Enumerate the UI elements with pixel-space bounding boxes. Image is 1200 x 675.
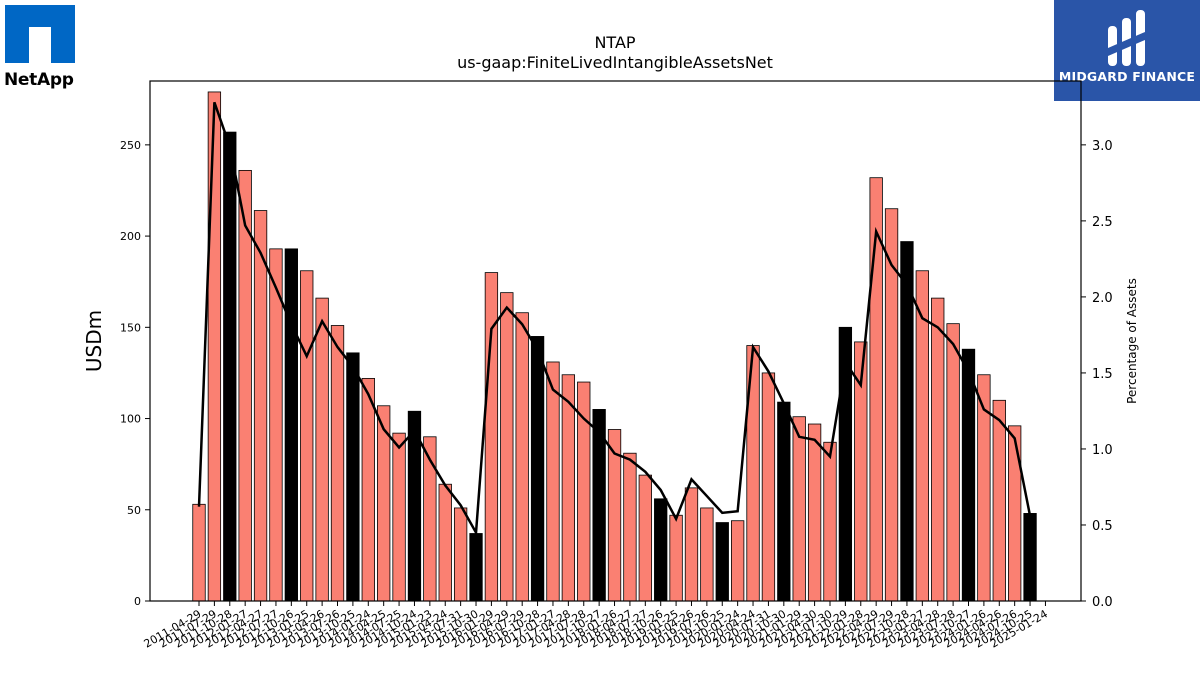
bar — [931, 297, 945, 602]
midgard-finance-logo-text: MIDGARD FINANCE — [1058, 69, 1196, 84]
bar-highlight — [284, 248, 298, 602]
y-tick-label: 100 — [120, 413, 141, 426]
bar — [823, 441, 837, 602]
bar — [300, 270, 314, 602]
chart-subtitle: us-gaap:FiniteLivedIntangibleAssetsNet — [457, 53, 773, 72]
netapp-logo-text: NetApp — [4, 70, 74, 90]
bar — [253, 210, 268, 602]
bar — [992, 399, 1006, 602]
bar — [884, 208, 899, 602]
y2-tick-label: 1.0 — [1092, 443, 1113, 458]
y2-tick-label: 2.5 — [1092, 215, 1113, 230]
bar — [207, 91, 222, 602]
bar — [315, 297, 329, 602]
y2-tick-label: 0.5 — [1092, 519, 1113, 534]
bar — [546, 361, 560, 602]
y-tick-label: 150 — [120, 321, 141, 334]
bar — [269, 248, 283, 602]
bar — [330, 325, 345, 602]
y-tick-label: 50 — [127, 504, 141, 517]
midgard-finance-logo: MIDGARD FINANCE — [1054, 0, 1200, 101]
y-axis-right: 0.0 0.5 1.0 1.5 2.0 2.5 3.0 — [1081, 139, 1113, 610]
y2-tick-label: 3.0 — [1092, 139, 1113, 154]
midgard-finance-logo-mark — [1108, 10, 1145, 66]
bar-highlight — [715, 522, 729, 602]
bar — [731, 520, 745, 602]
bar — [946, 323, 960, 602]
percentage-line — [197, 101, 1032, 537]
bar-highlight — [654, 498, 668, 602]
bar — [361, 377, 375, 602]
bar — [1008, 425, 1022, 602]
bar — [807, 423, 822, 602]
y-tick-label: 250 — [120, 139, 141, 152]
y-axis-right-label: Percentage of Assets — [1125, 278, 1139, 404]
bar-highlight — [777, 401, 791, 602]
bar — [561, 374, 576, 602]
bar — [392, 432, 406, 602]
bar — [438, 483, 452, 602]
y-tick-label: 0 — [134, 595, 141, 608]
y2-tick-label: 1.5 — [1092, 367, 1113, 382]
netapp-logo: NetApp — [4, 4, 84, 94]
plot-frame — [149, 80, 1082, 602]
netapp-logo-mark — [5, 5, 75, 63]
y-tick-label: 200 — [120, 230, 141, 243]
bar — [684, 487, 699, 602]
bar-highlight — [961, 348, 976, 602]
y2-tick-label: 0.0 — [1092, 595, 1113, 610]
bar-series — [192, 91, 1037, 602]
bar — [192, 503, 206, 602]
bar-highlight — [530, 336, 545, 602]
bar — [453, 507, 468, 602]
bar — [792, 416, 806, 602]
bar — [623, 452, 637, 602]
bar — [669, 514, 683, 602]
bar — [761, 372, 776, 602]
bar — [500, 292, 514, 602]
bar — [700, 507, 714, 602]
bar-highlight — [346, 352, 360, 602]
bar-highlight — [223, 131, 237, 602]
y2-tick-label: 2.0 — [1092, 291, 1113, 306]
x-axis: 2011-04-292011-07-292011-10-282012-01-27… — [142, 601, 1050, 651]
chart-title: NTAP — [594, 33, 635, 52]
y-axis-left-label: USDm — [82, 310, 106, 372]
bar — [515, 312, 529, 602]
bar-highlight — [1023, 513, 1037, 602]
bar-highlight — [469, 533, 483, 602]
bar — [638, 474, 652, 602]
y-axis-left: 0 50 100 150 200 250 — [120, 139, 150, 608]
